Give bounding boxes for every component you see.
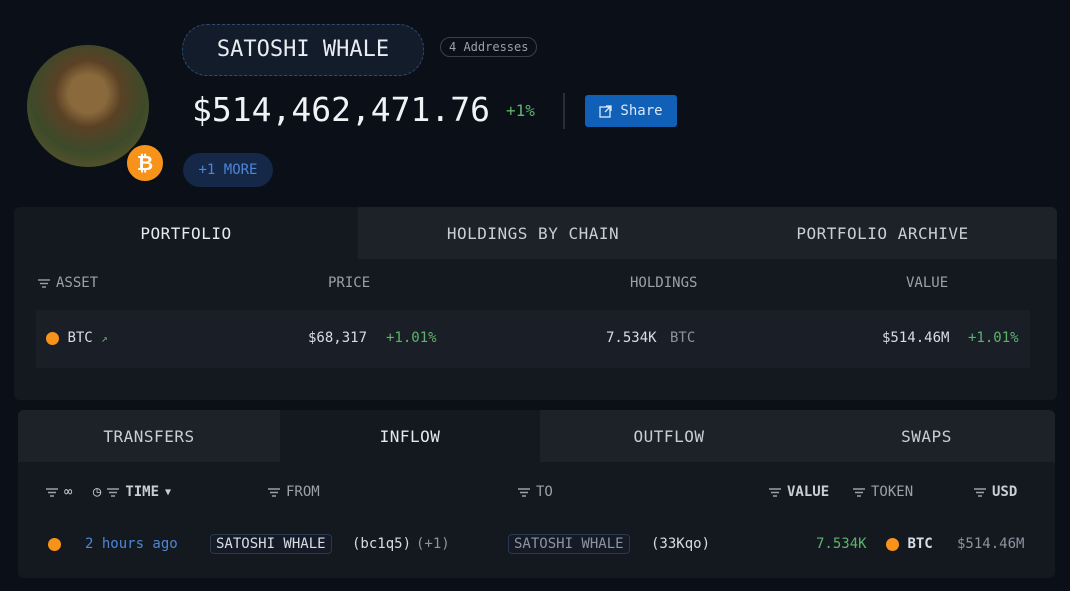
btc-icon	[48, 538, 61, 551]
column-header[interactable]: USD	[974, 484, 1017, 500]
column-label: TO	[536, 484, 553, 500]
balance: $514,462,471.76	[192, 90, 491, 129]
asset: BTC ↗	[46, 330, 108, 346]
column-header[interactable]: TOKEN	[853, 484, 913, 500]
tab[interactable]: TRANSFERS	[18, 410, 280, 462]
transfers-panel: TRANSFERS INFLOW OUTFLOW SWAPS ∞ ◷ TIME ▼ …	[18, 410, 1055, 578]
filter-icon	[974, 487, 986, 497]
link-icon: ∞	[64, 484, 73, 500]
column-label: ASSET	[56, 275, 99, 291]
to-entity[interactable]: SATOSHI WHALE	[508, 534, 630, 554]
transfer-row[interactable]: 2 hours ago SATOSHI WHALE (bc1q5) (+1) S…	[18, 525, 1055, 565]
clock-icon: ◷	[92, 484, 102, 500]
tab[interactable]: PORTFOLIO ARCHIVE	[708, 207, 1057, 259]
value-change: +1.01%	[968, 330, 1019, 346]
tab[interactable]: INFLOW	[280, 410, 540, 462]
usd: $514.46M	[957, 536, 1025, 552]
sort-icon: ▼	[165, 486, 172, 498]
holdings: 7.534K	[606, 330, 657, 346]
portfolio-panel: PORTFOLIO HOLDINGS BY CHAIN PORTFOLIO AR…	[14, 207, 1057, 400]
price: $68,317	[308, 330, 368, 346]
from-more[interactable]: (+1)	[416, 536, 450, 552]
from-entity[interactable]: SATOSHI WHALE	[210, 534, 332, 554]
tab[interactable]: OUTFLOW	[540, 410, 798, 462]
holdings-unit: BTC	[670, 330, 696, 346]
column-label: VALUE	[787, 484, 830, 500]
more-button[interactable]: +1 MORE	[183, 153, 273, 187]
balance-change: +1%	[506, 101, 535, 120]
divider	[563, 93, 565, 129]
column-header[interactable]: ∞ ◷ TIME ▼	[46, 484, 171, 500]
share-label: Share	[620, 103, 663, 119]
value: 7.534K	[816, 536, 867, 552]
to-address[interactable]: (33Kqo)	[651, 536, 711, 552]
column-header[interactable]: VALUE	[906, 275, 948, 291]
entity-name: SATOSHI WHALE	[182, 24, 424, 76]
column-label: VALUE	[906, 275, 949, 291]
value: $514.46M	[882, 330, 950, 346]
column-header[interactable]: VALUE	[769, 484, 829, 500]
filter-icon	[518, 487, 530, 497]
filter-icon	[38, 278, 50, 288]
tab[interactable]: SWAPS	[798, 410, 1055, 462]
filter-icon	[107, 487, 120, 497]
token-symbol: BTC	[907, 536, 933, 552]
tab[interactable]: HOLDINGS BY CHAIN	[358, 207, 708, 259]
tab[interactable]: PORTFOLIO	[14, 207, 358, 259]
btc-icon	[886, 537, 899, 551]
filter-icon	[46, 487, 58, 497]
asset-symbol: BTC	[67, 330, 93, 346]
column-label: TOKEN	[871, 484, 914, 500]
column-label: FROM	[286, 484, 320, 500]
share-button[interactable]: Share	[585, 95, 677, 127]
price-change: +1.01%	[386, 330, 437, 346]
column-header[interactable]: TO	[518, 484, 553, 500]
avatar	[27, 45, 149, 167]
token[interactable]: BTC	[886, 536, 933, 552]
btc-icon	[46, 331, 59, 345]
column-header[interactable]: ASSET	[38, 275, 98, 291]
column-label: TIME	[125, 484, 160, 500]
filter-icon	[769, 487, 781, 497]
column-header[interactable]: FROM	[268, 484, 320, 500]
time[interactable]: 2 hours ago	[85, 536, 178, 552]
column-header[interactable]: HOLDINGS	[630, 275, 697, 291]
from-address[interactable]: (bc1q5)	[352, 536, 412, 552]
asset-row[interactable]: BTC ↗ $68,317 +1.01% 7.534K BTC $514.46M…	[36, 310, 1030, 368]
filter-icon	[268, 487, 280, 497]
column-label: USD	[992, 484, 1018, 500]
column-header[interactable]: PRICE	[328, 275, 370, 291]
trend-icon: ↗	[101, 332, 108, 345]
filter-icon	[853, 487, 865, 497]
column-label: HOLDINGS	[630, 275, 698, 291]
share-icon	[599, 104, 613, 118]
column-label: PRICE	[328, 275, 371, 291]
address-count[interactable]: 4 Addresses	[440, 37, 538, 57]
bitcoin-badge: ₿	[125, 143, 165, 183]
